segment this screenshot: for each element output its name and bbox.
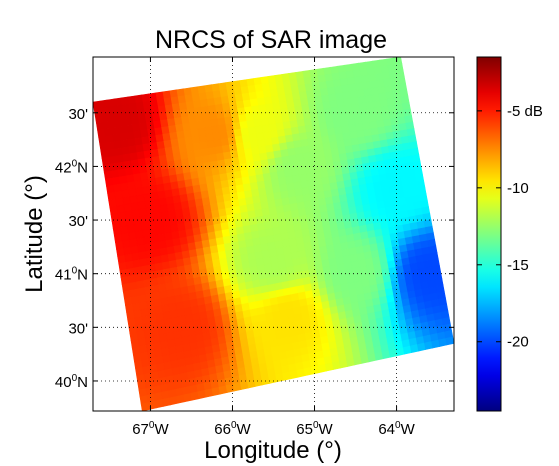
y-axis: 400N 30' 410N 30' 420N 30'	[55, 106, 454, 391]
y-tick-label: 410N	[55, 266, 88, 284]
colorbar	[476, 56, 502, 412]
colorbar-tick-label: -10	[507, 180, 529, 197]
x-tick-label: 640W	[378, 420, 415, 438]
chart-title: NRCS of SAR image	[155, 26, 387, 54]
x-axis: 670W 660W 650W 640W	[132, 57, 416, 438]
colorbar-tick-label: -15	[507, 257, 529, 274]
colorbar-tick-label: -20	[507, 334, 529, 351]
sar-pixel-cell	[169, 396, 179, 406]
sar-pixel-cell	[154, 399, 164, 409]
sar-image-layer	[93, 57, 454, 411]
sar-pixel-cell	[140, 402, 150, 411]
y-tick-label: 420N	[55, 158, 88, 176]
y-axis-label: Latitude (°)	[21, 175, 48, 293]
x-tick-label: 660W	[214, 420, 251, 438]
sar-pixel-cell	[162, 397, 171, 407]
y-tick-label: 30'	[68, 320, 88, 337]
sar-pixel-cell	[147, 400, 157, 410]
y-tick-label: 30'	[68, 106, 88, 123]
grid-lines	[93, 57, 454, 411]
x-tick-label: 670W	[132, 420, 169, 438]
sar-pixel-cell	[176, 394, 186, 404]
plot-frame	[92, 56, 455, 412]
x-tick-label: 650W	[296, 420, 333, 438]
y-tick-label: 30'	[68, 213, 88, 230]
sar-pixel-cell	[445, 336, 454, 346]
y-tick-label: 400N	[55, 373, 88, 391]
x-axis-label: Longitude (°)	[204, 437, 342, 464]
colorbar-ticks: -5 dB -10 -15 -20	[477, 103, 543, 351]
sar-pixel-cell	[190, 391, 200, 401]
colorbar-tick-label: -5 dB	[507, 103, 543, 120]
